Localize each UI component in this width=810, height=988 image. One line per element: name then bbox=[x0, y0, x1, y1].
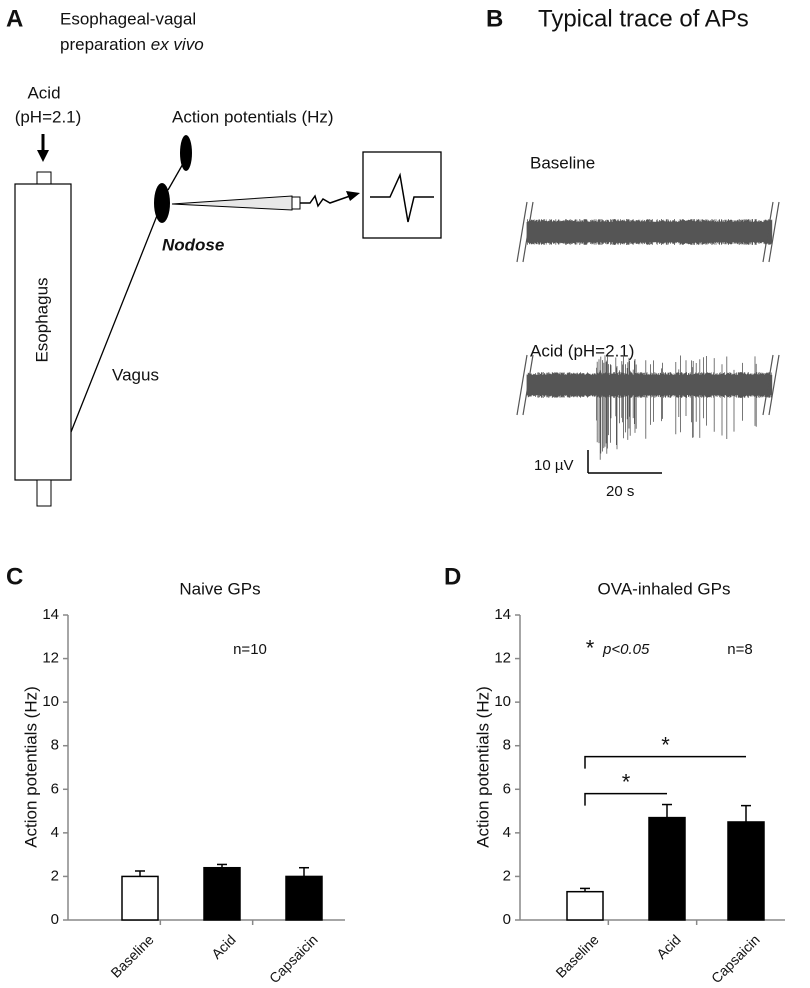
bar bbox=[203, 866, 241, 921]
y-tick-label: 12 bbox=[42, 650, 59, 667]
stimulus-ph: (pH=2.1) bbox=[15, 107, 82, 126]
significance-bracket bbox=[584, 755, 746, 769]
x-tick-label: Capsaicin bbox=[708, 931, 763, 986]
y-tick-label: 0 bbox=[51, 911, 59, 928]
nerve-label: Vagus bbox=[112, 365, 159, 384]
signal-arrow bbox=[300, 194, 351, 208]
bar bbox=[727, 821, 765, 921]
panel-letter: A bbox=[6, 5, 23, 32]
y-tick-label: 4 bbox=[51, 824, 59, 841]
organ-label: Esophagus bbox=[32, 277, 51, 362]
subtitle-text: preparation bbox=[60, 35, 146, 54]
nerve-branch bbox=[167, 161, 185, 191]
trace-break bbox=[516, 354, 528, 416]
y-tick-label: 6 bbox=[503, 780, 511, 797]
y-tick-label: 4 bbox=[503, 824, 511, 841]
stimulus-label: Acid bbox=[27, 83, 60, 102]
x-tick-label: Baseline bbox=[552, 931, 601, 980]
annotation: p<0.05 bbox=[602, 641, 650, 658]
y-tick-label: 14 bbox=[494, 606, 511, 623]
y-tick-label: 14 bbox=[42, 606, 59, 623]
bar bbox=[566, 890, 604, 921]
panel-letter: B bbox=[486, 5, 503, 32]
y-tick-label: 2 bbox=[503, 867, 511, 884]
scale-label: 10 µV bbox=[534, 457, 574, 474]
trace-break bbox=[762, 201, 774, 263]
esophagus-top bbox=[36, 171, 52, 185]
x-tick-label: Acid bbox=[653, 931, 684, 962]
stimulus-arrowhead bbox=[37, 150, 49, 162]
significance-label: * bbox=[661, 732, 670, 757]
trace bbox=[526, 219, 773, 245]
y-axis-label: Action potentials (Hz) bbox=[473, 686, 492, 848]
trace-label: Acid (pH=2.1) bbox=[530, 341, 634, 360]
trace-break bbox=[516, 201, 528, 263]
recording-label: Action potentials (Hz) bbox=[172, 107, 334, 126]
y-tick-label: 2 bbox=[51, 867, 59, 884]
trace-break bbox=[762, 354, 774, 416]
y-tick-label: 8 bbox=[51, 737, 59, 754]
traces bbox=[516, 201, 780, 460]
annotation: n=8 bbox=[727, 641, 752, 658]
bar bbox=[285, 875, 323, 921]
scale-label: 20 s bbox=[606, 483, 634, 500]
annotation: * bbox=[586, 636, 595, 661]
electrode-tip bbox=[291, 196, 301, 210]
trace-break bbox=[522, 201, 534, 263]
panel-title: Typical trace of APs bbox=[538, 5, 749, 32]
panel-title: Esophageal-vagal bbox=[60, 9, 196, 28]
y-tick-label: 10 bbox=[494, 693, 511, 710]
ap-waveform bbox=[370, 172, 434, 223]
signal-arrowhead bbox=[346, 191, 360, 201]
bar bbox=[648, 816, 686, 921]
vagus-nerve bbox=[70, 207, 161, 433]
subtitle-italic: ex vivo bbox=[151, 35, 204, 54]
panel-letter: C bbox=[6, 563, 23, 590]
electrode bbox=[171, 195, 293, 211]
x-tick-label: Capsaicin bbox=[266, 931, 321, 986]
y-tick-label: 0 bbox=[503, 911, 511, 928]
oscilloscope bbox=[362, 151, 442, 239]
y-tick-label: 10 bbox=[42, 693, 59, 710]
esophagus-bottom bbox=[36, 479, 52, 507]
ganglion-label: Nodose bbox=[162, 235, 224, 254]
trace-break bbox=[768, 201, 780, 263]
y-tick-label: 8 bbox=[503, 737, 511, 754]
x-tick-label: Baseline bbox=[107, 931, 156, 980]
y-tick-label: 12 bbox=[494, 650, 511, 667]
trace-break bbox=[522, 354, 534, 416]
bar bbox=[121, 875, 159, 921]
x-tick-label: Acid bbox=[208, 931, 239, 962]
ganglion-upper bbox=[180, 135, 192, 171]
significance-bracket bbox=[584, 792, 667, 806]
annotation: n=10 bbox=[233, 641, 267, 658]
chart-title: Naive GPs bbox=[179, 579, 260, 598]
chart-title: OVA-inhaled GPs bbox=[598, 579, 731, 598]
significance-label: * bbox=[622, 769, 631, 794]
trace-break bbox=[768, 354, 780, 416]
panel-letter: D bbox=[444, 563, 461, 590]
trace bbox=[526, 355, 773, 460]
panel-subtitle: preparation ex vivo bbox=[60, 35, 204, 54]
y-tick-label: 6 bbox=[51, 780, 59, 797]
nodose-ganglion bbox=[154, 183, 170, 223]
trace-label: Baseline bbox=[530, 153, 595, 172]
y-axis-label: Action potentials (Hz) bbox=[21, 686, 40, 848]
